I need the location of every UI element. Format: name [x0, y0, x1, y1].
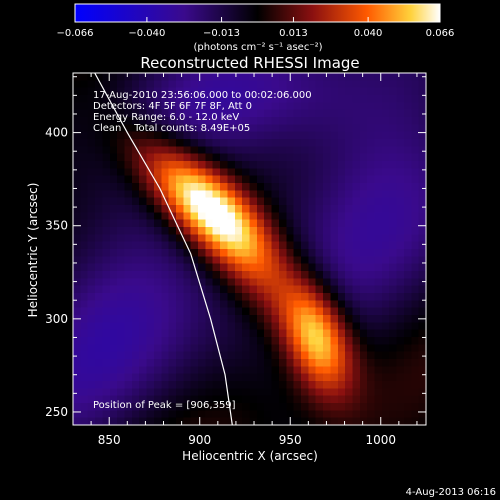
y-axis-label: Heliocentric Y (arcsec)	[26, 183, 40, 318]
x-tick-label: 900	[188, 433, 211, 447]
x-tick-label: 850	[98, 433, 121, 447]
colorbar-unit-label: (photons cm⁻² s⁻¹ asec⁻²)	[193, 42, 322, 53]
colorbar-tick-label: 0.013	[279, 28, 308, 39]
colorbar	[75, 4, 440, 22]
colorbar-tick-label: −0.066	[56, 28, 93, 39]
annotation-time-range: 17-Aug-2010 23:56:06.000 to 00:02:06.000	[93, 90, 312, 101]
footer-date: 4-Aug-2013 06:16	[406, 487, 496, 498]
peak-position-label: Position of Peak = [906,359]	[93, 400, 236, 411]
colorbar-frame	[74, 3, 441, 23]
x-tick-label: 950	[279, 433, 302, 447]
solar-limb-line	[94, 73, 233, 425]
chart-title: Reconstructed RHESSI Image	[140, 54, 359, 72]
y-tick-label: 300	[45, 312, 68, 326]
colorbar-tick-label: 0.040	[354, 28, 383, 39]
x-tick-label: 1000	[365, 433, 396, 447]
colorbar-tick-label: −0.040	[128, 28, 165, 39]
y-tick-label: 350	[45, 219, 68, 233]
annotation-energy-range: Energy Range: 6.0 - 12.0 keV	[93, 112, 239, 123]
colorbar-tick-label: −0.013	[203, 28, 240, 39]
y-tick-label: 400	[45, 126, 68, 140]
annotation-clean-counts: Clean Total counts: 8.49E+05	[93, 123, 250, 134]
x-axis-label: Heliocentric X (arcsec)	[182, 449, 318, 463]
heatmap-image	[73, 73, 426, 425]
annotation-detectors: Detectors: 4F 5F 6F 7F 8F, Att 0	[93, 101, 252, 112]
y-tick-label: 250	[45, 405, 68, 419]
plot-frame	[72, 72, 427, 426]
colorbar-tick-label: 0.066	[426, 28, 455, 39]
